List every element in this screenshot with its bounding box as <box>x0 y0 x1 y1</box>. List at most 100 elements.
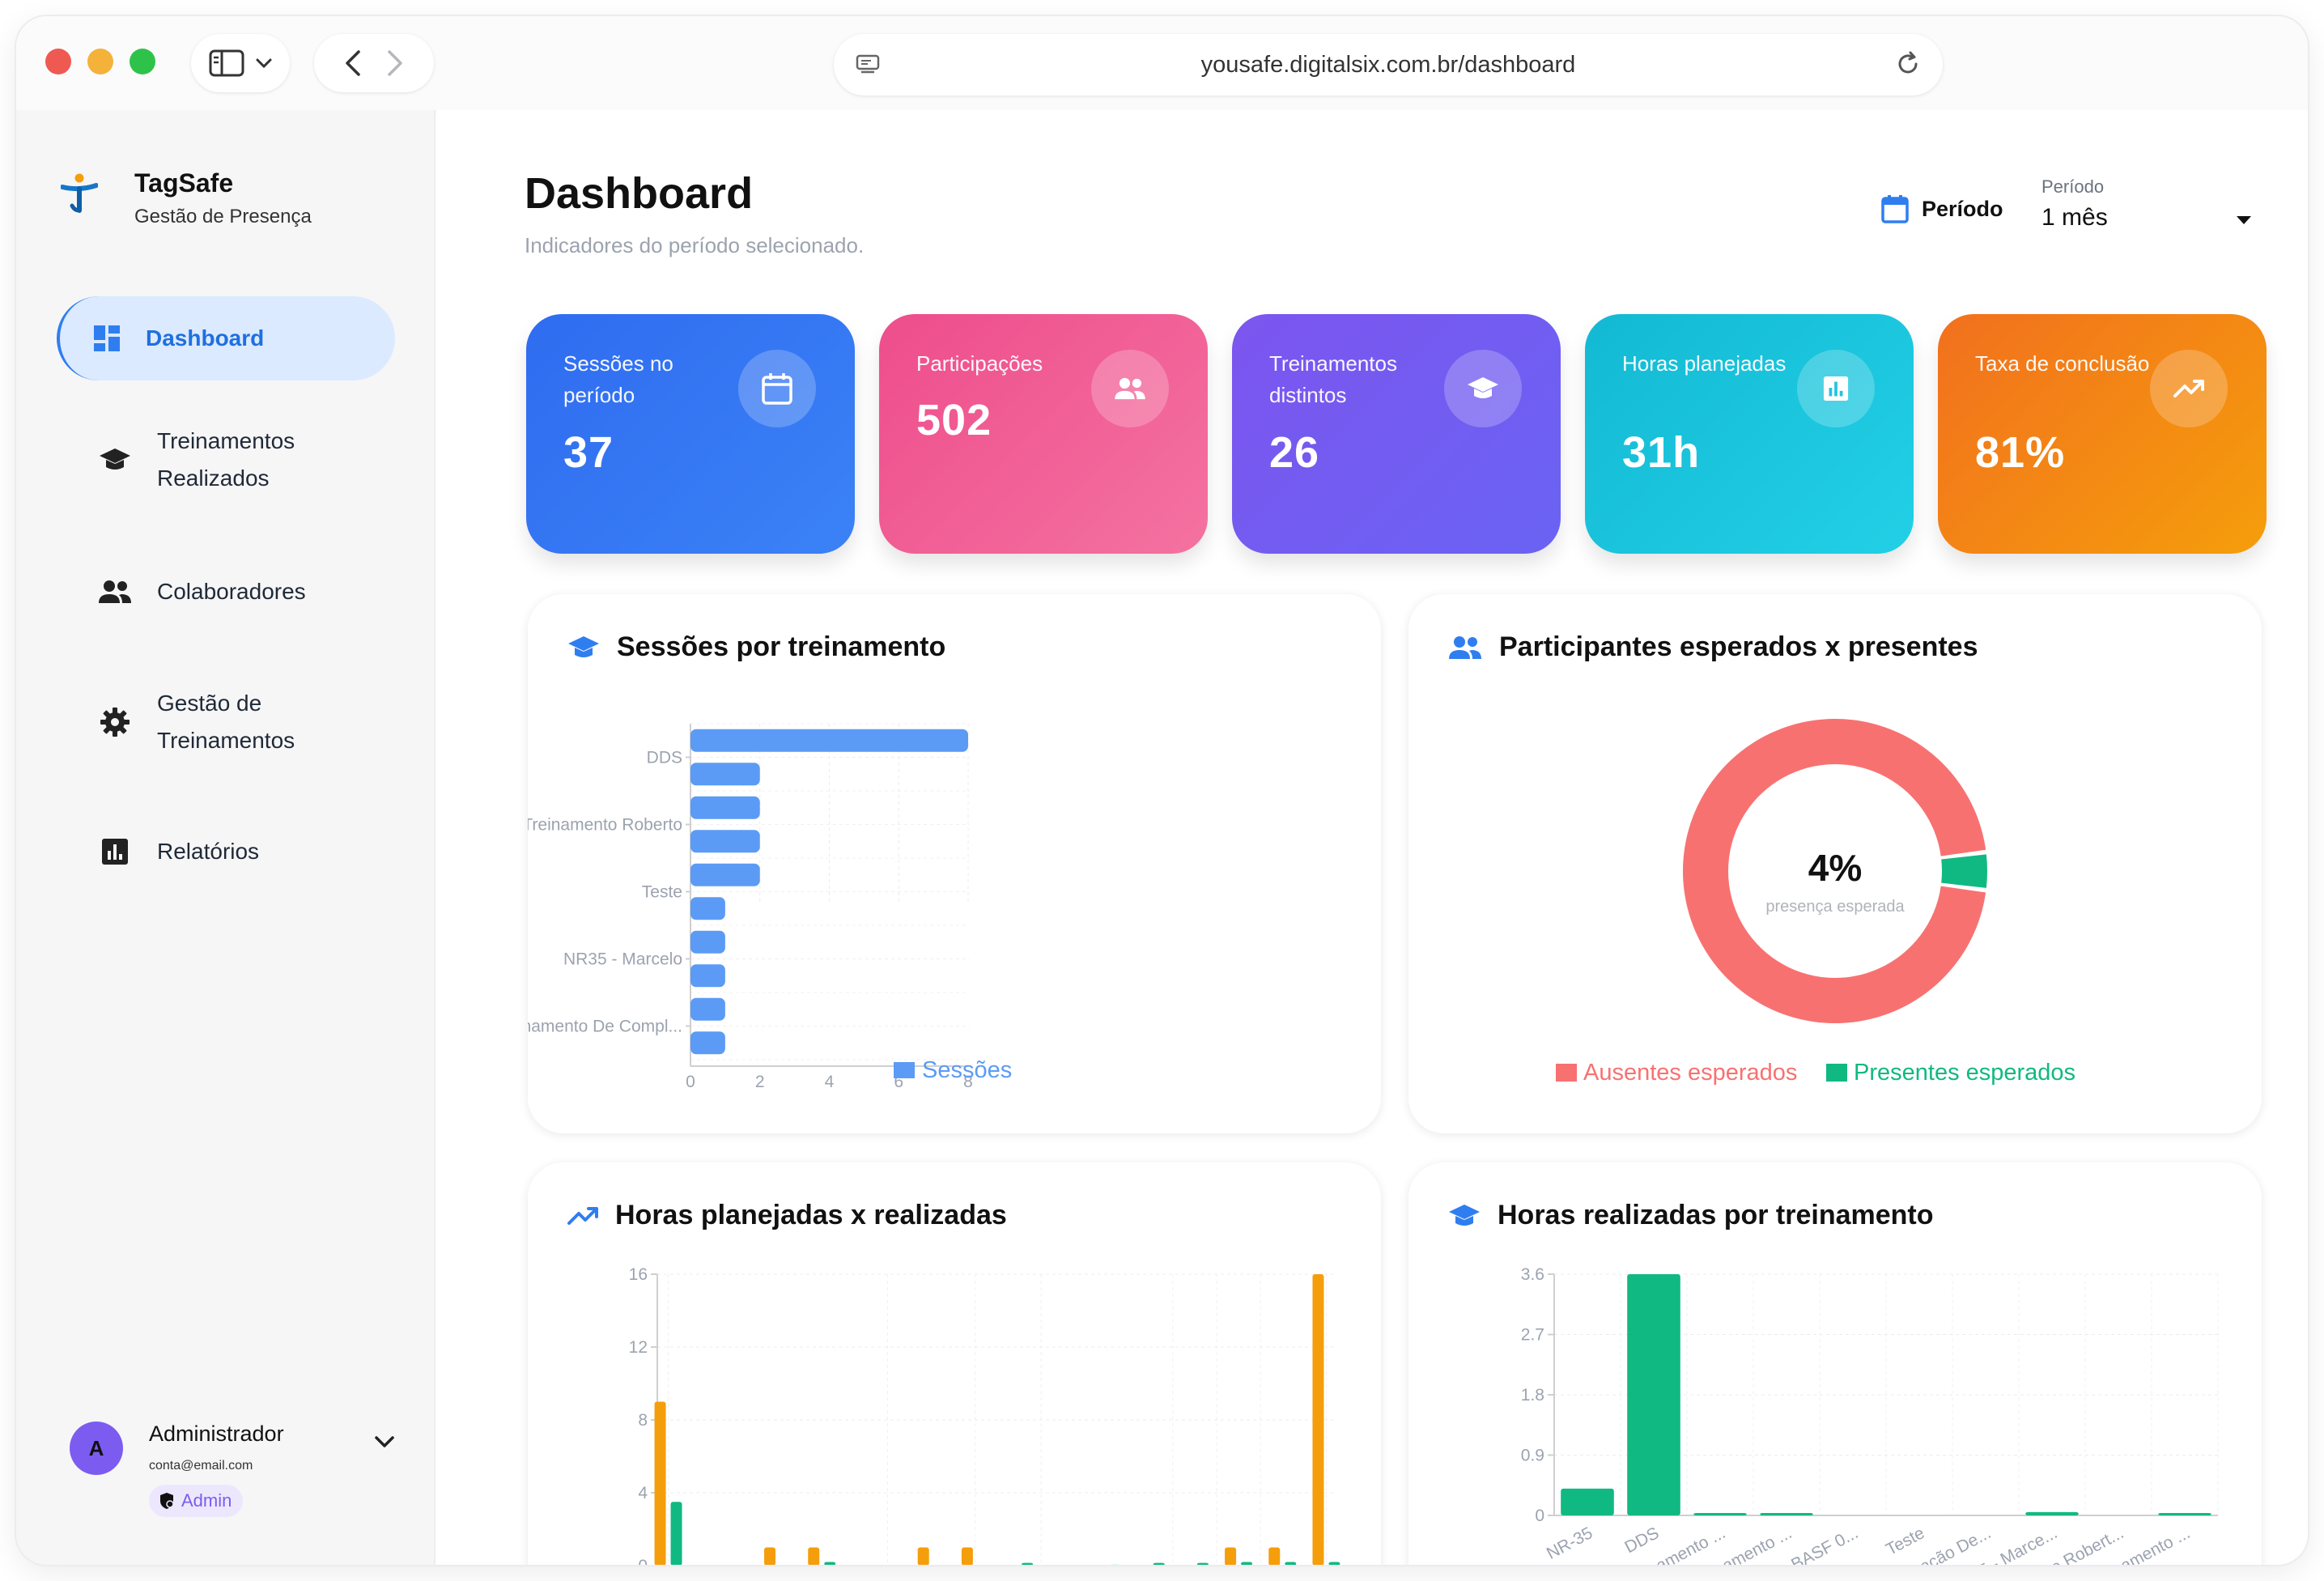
avatar: A <box>70 1422 123 1475</box>
user-menu[interactable]: A Administrador conta@email.com Admin <box>70 1422 410 1535</box>
x-tick-label: 8 <box>963 1073 973 1091</box>
sidebar-item-label: Colaboradores <box>157 579 306 604</box>
bar-planned <box>764 1547 776 1565</box>
stat-value: 81% <box>1975 428 2066 477</box>
bar <box>1561 1488 1614 1515</box>
donut-center-label: presença esperada <box>1765 898 1905 916</box>
sidebar-item-gestao-treinamentos[interactable]: Gestão de Treinamentos <box>57 685 395 759</box>
period-select[interactable]: Período 1 mês <box>2041 176 2260 241</box>
main-content: Dashboard Indicadores do período selecio… <box>437 110 2308 1565</box>
legend-label: Ausentes esperados <box>1583 1060 1797 1086</box>
graduation-cap-icon <box>1444 350 1522 427</box>
y-tick-label: 2.7 <box>1521 1326 1544 1345</box>
y-tick-label: 1.8 <box>1521 1386 1544 1405</box>
page-icon <box>856 54 880 74</box>
stat-value: 502 <box>916 396 992 444</box>
trending-up-icon <box>2150 350 2228 427</box>
y-tick-label: 0 <box>638 1557 648 1565</box>
x-tick-label: Teste <box>1883 1524 1927 1559</box>
y-tick-label: Teste <box>642 883 682 902</box>
trending-up-icon <box>567 1206 598 1225</box>
gear-icon <box>97 704 133 740</box>
x-tick-label: 6 <box>894 1073 903 1091</box>
graduation-cap-icon <box>1449 1204 1480 1226</box>
bar <box>690 930 725 954</box>
card-horas-planejadas: 048121618/0128/0101/0204/0210/0212/0214/… <box>528 1162 1381 1565</box>
dashboard-icon <box>89 321 125 356</box>
bar-planned <box>961 1547 973 1565</box>
bar <box>1627 1274 1680 1515</box>
address-bar[interactable]: yousafe.digitalsix.com.br/dashboard <box>834 34 1943 96</box>
stat-card-participacoes: Participações 502 <box>879 314 1208 554</box>
x-tick-label: 0 <box>686 1073 695 1091</box>
sidebar: TagSafe Gestão de Presença Dashboard Tre… <box>16 110 435 1565</box>
bar <box>690 729 968 752</box>
sidebar-item-treinamentos-realizados[interactable]: Treinamentos Realizados <box>57 423 395 497</box>
sidebar-toggle-button[interactable] <box>191 34 290 92</box>
bar-planned <box>1225 1547 1237 1565</box>
tagsafe-logo-icon <box>61 173 98 213</box>
role-label: Admin <box>181 1490 232 1511</box>
legend-swatch <box>894 1062 915 1078</box>
period-select-value: 1 mês <box>2041 204 2108 231</box>
reload-icon[interactable] <box>1894 50 1922 78</box>
y-tick-label: 0 <box>1535 1507 1544 1525</box>
y-tick-label: DDS <box>647 749 682 767</box>
donut-slice-present <box>1941 854 1987 888</box>
sidebar-item-relatorios[interactable]: Relatórios <box>57 833 395 870</box>
minimize-window-button[interactable] <box>87 49 113 74</box>
card-title: Sessões por treinamento <box>567 631 945 663</box>
period-button[interactable]: Período <box>1881 194 2003 223</box>
page-subtitle: Indicadores do período selecionado. <box>525 233 865 257</box>
period-button-label: Período <box>1922 196 2003 221</box>
card-participantes: 4% presença esperada Ausentes esperados Pre… <box>1408 594 2262 1133</box>
card-title: Horas realizadas por treinamento <box>1447 1200 1934 1231</box>
stat-label: Treinamentos distintos <box>1269 351 1397 407</box>
bar <box>690 830 760 853</box>
bar-planned <box>1312 1274 1324 1565</box>
bar-realized <box>670 1502 682 1565</box>
bar-planned <box>654 1401 666 1565</box>
bar <box>690 964 725 988</box>
stat-label: Sessões no período <box>563 351 673 407</box>
browser-window: yousafe.digitalsix.com.br/dashboard TagS… <box>16 16 2308 1565</box>
forward-icon[interactable] <box>386 49 404 77</box>
bar <box>690 863 760 886</box>
stat-label: Horas planejadas <box>1622 351 1787 376</box>
legend-label: Sessões <box>922 1057 1012 1083</box>
card-title-text: Sessões por treinamento <box>617 631 946 662</box>
card-title-text: Horas realizadas por treinamento <box>1498 1200 1934 1230</box>
user-email: conta@email.com <box>149 1459 253 1473</box>
y-tick-label: Treinamento Roberto <box>528 816 682 835</box>
sidebar-item-label: Gestão de Treinamentos <box>157 691 295 753</box>
bar <box>690 897 725 920</box>
role-badge: Admin <box>149 1485 244 1517</box>
stat-value: 31h <box>1622 428 1701 477</box>
bar <box>690 1031 725 1055</box>
y-tick-label: 8 <box>638 1411 648 1430</box>
stat-label: Taxa de conclusão <box>1975 351 2150 376</box>
bar <box>1693 1513 1747 1515</box>
chevron-down-icon[interactable] <box>374 1434 395 1449</box>
y-tick-label: 4 <box>638 1484 648 1502</box>
back-icon[interactable] <box>344 49 362 77</box>
card-title-text: Participantes esperados x presentes <box>1499 631 1978 662</box>
card-title: Horas planejadas x realizadas <box>567 1200 1007 1231</box>
user-name: Administrador <box>149 1422 284 1446</box>
brand-name: TagSafe <box>134 168 234 198</box>
sidebar-item-colaboradores[interactable]: Colaboradores <box>57 573 395 610</box>
stat-card-treinamentos: Treinamentos distintos 26 <box>1232 314 1561 554</box>
zoom-window-button[interactable] <box>130 49 155 74</box>
bar-realized <box>1196 1562 1209 1565</box>
people-icon <box>97 574 133 610</box>
donut-center-value: 4% <box>1808 847 1862 889</box>
sidebar-item-dashboard[interactable]: Dashboard <box>57 296 395 380</box>
caret-down-icon <box>2237 216 2251 224</box>
x-tick-label: DDS <box>1621 1524 1662 1557</box>
close-window-button[interactable] <box>45 49 71 74</box>
sessions-bar-chart: DDS Treinamento Roberto Teste NR35 - Marcel… <box>528 723 1012 1091</box>
legend-swatch <box>1556 1064 1577 1082</box>
bar-realized <box>1022 1562 1034 1565</box>
title-bar: yousafe.digitalsix.com.br/dashboard <box>16 16 2308 118</box>
